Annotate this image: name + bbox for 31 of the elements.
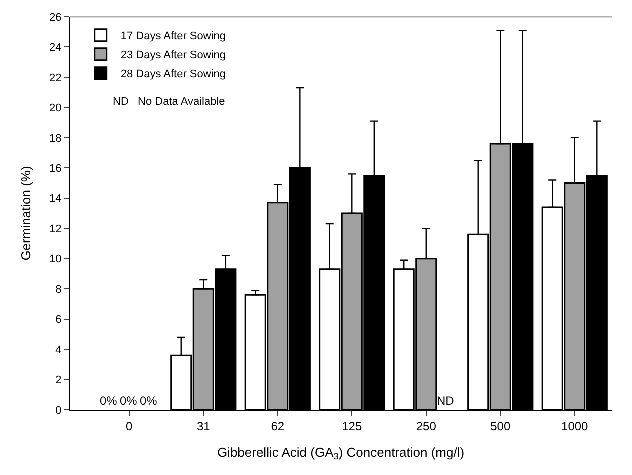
- annotation: ND No Data Available: [113, 96, 226, 108]
- y-axis-title: Germination (%): [18, 166, 34, 261]
- y-tick-label: 24: [50, 42, 62, 54]
- y-tick-label: 16: [50, 163, 62, 175]
- y-tick-label: 20: [50, 102, 62, 115]
- x-tick-label: 0: [126, 419, 134, 434]
- y-tick-label: 22: [50, 72, 62, 84]
- annotation: 0%: [140, 394, 158, 408]
- x-axis-title: Gibberellic Acid (GA$_{3}$) Concentration (mg/l): [217, 445, 465, 462]
- y-tick-label: 12: [50, 223, 62, 236]
- x-tick-label: 125: [342, 419, 362, 434]
- y-tick-label: 10: [50, 254, 62, 266]
- x-tick-label: 31: [196, 419, 211, 434]
- legend-label: 23 Days After Sowing: [120, 50, 226, 62]
- y-tick-label: 26: [50, 12, 62, 24]
- legend-label: 28 Days After Sowing: [120, 68, 226, 81]
- y-tick-label: 0: [56, 404, 62, 417]
- legend-label: 17 Days After Sowing: [120, 30, 226, 43]
- y-tick-label: 14: [50, 193, 62, 206]
- x-tick-label: 1000: [562, 419, 589, 434]
- annotation: ND: [437, 394, 455, 408]
- y-tick-label: 6: [56, 314, 62, 326]
- y-tick-label: 2: [56, 374, 62, 387]
- x-tick-label: 250: [416, 419, 437, 434]
- x-tick-label: 62: [271, 419, 285, 434]
- annotation: 0%: [100, 394, 118, 408]
- y-tick-label: 4: [56, 344, 62, 356]
- y-tick-label: 8: [56, 284, 62, 296]
- annotation: 0%: [120, 394, 138, 408]
- y-tick-label: 18: [50, 132, 62, 145]
- x-tick-label: 500: [490, 419, 511, 434]
